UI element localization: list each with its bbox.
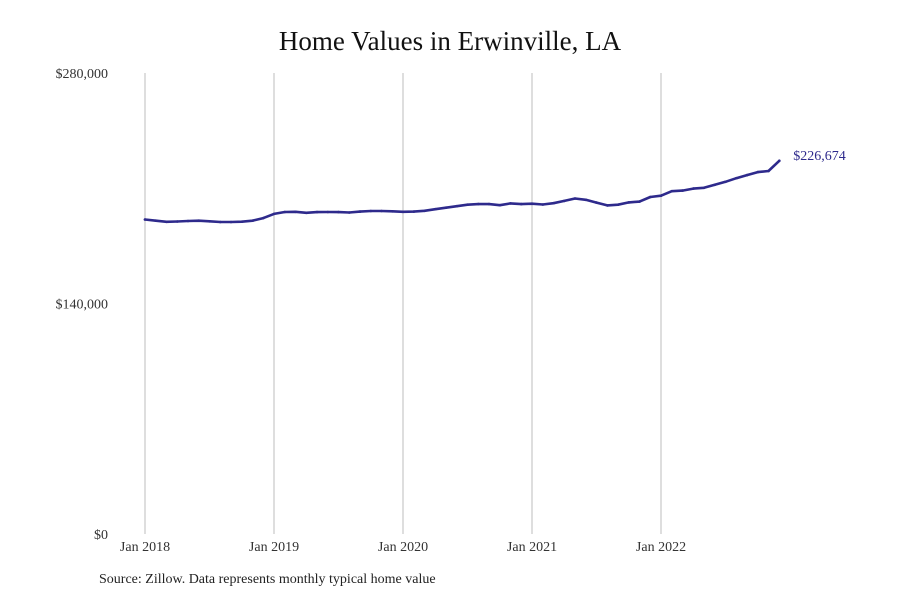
data-point [466, 203, 469, 206]
data-point [262, 216, 265, 220]
data-point [294, 210, 297, 214]
data-point [186, 219, 190, 223]
data-point [455, 204, 459, 208]
chart-title: Home Values in Erwinville, LA [278, 26, 622, 56]
data-point [498, 203, 502, 207]
data-point [197, 219, 201, 222]
data-point [315, 210, 319, 214]
data-point [509, 202, 512, 205]
data-point [778, 159, 781, 163]
data-point [283, 210, 287, 214]
data-point [219, 220, 222, 224]
data-point [369, 209, 373, 213]
x-tick-label: Jan 2019 [249, 540, 299, 555]
data-point [434, 207, 437, 211]
y-axis-ticks: $0 $140,000 $280,000 [56, 67, 109, 543]
data-point [380, 209, 383, 213]
data-point [702, 186, 706, 190]
x-tick-label: Jan 2020 [378, 540, 428, 555]
data-point [627, 201, 631, 204]
data-point [208, 220, 211, 223]
data-points [143, 159, 781, 224]
data-point [530, 202, 534, 205]
data-point [606, 204, 609, 207]
home-value-series-line [143, 159, 781, 224]
data-point [573, 197, 577, 200]
data-point [143, 218, 147, 221]
data-point [767, 169, 770, 173]
x-tick-label: Jan 2022 [636, 540, 686, 555]
data-point [326, 210, 330, 214]
data-point [165, 220, 168, 224]
x-tick-label: Jan 2021 [507, 540, 557, 555]
data-point [756, 170, 760, 174]
data-point [595, 201, 598, 204]
data-point [638, 200, 641, 203]
data-point [713, 183, 717, 187]
y-tick-label: $280,000 [56, 67, 109, 82]
data-point [444, 206, 448, 209]
data-point [541, 203, 545, 206]
data-point [659, 194, 663, 197]
source-note: Source: Zillow. Data represents monthly … [99, 572, 436, 587]
data-point [358, 210, 362, 213]
data-point [251, 219, 254, 222]
data-point [412, 210, 416, 213]
x-axis-ticks: Jan 2018 Jan 2019 Jan 2020 Jan 2021 Jan 2022 [120, 540, 686, 555]
data-point [681, 189, 684, 192]
data-point [692, 187, 695, 190]
data-point [477, 202, 480, 206]
data-point [154, 219, 158, 222]
x-tick-label: Jan 2018 [120, 540, 170, 555]
data-point [272, 212, 276, 216]
data-point [176, 220, 179, 223]
data-point [520, 202, 523, 206]
end-value-label: $226,674 [793, 149, 846, 164]
data-point [391, 210, 394, 213]
gridlines [144, 73, 662, 534]
data-point [735, 176, 738, 180]
data-point [229, 220, 233, 224]
data-point [552, 201, 555, 205]
data-point [401, 210, 405, 214]
data-point [240, 220, 244, 223]
data-point [423, 209, 426, 213]
y-tick-label: $0 [94, 528, 108, 543]
data-point [337, 210, 340, 214]
data-point [670, 189, 674, 193]
data-point [563, 199, 566, 203]
data-point [724, 180, 727, 184]
y-tick-label: $140,000 [56, 298, 109, 313]
data-point [745, 173, 749, 177]
data-point [616, 203, 620, 206]
data-point [487, 202, 491, 206]
data-point [305, 211, 308, 215]
data-point [348, 211, 351, 214]
data-point [649, 195, 652, 199]
data-point [584, 198, 588, 202]
